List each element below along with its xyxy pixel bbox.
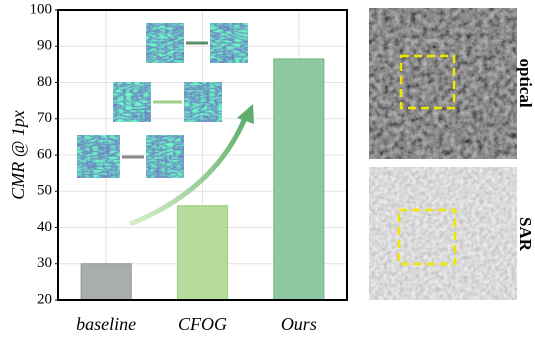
feature-map: [111, 80, 153, 124]
y-tick-label: 100: [30, 1, 53, 17]
bar: [273, 58, 325, 301]
plot-frame: [57, 9, 348, 301]
x-tick-label: CFOG: [178, 314, 227, 334]
feature-insets: [75, 21, 254, 227]
feature-map: [182, 80, 224, 124]
plot-area: 20 30 40 50 60 70 80 90 100 baseline CFOG Ours: [30, 1, 348, 334]
y-tick-label: 70: [37, 110, 52, 126]
trend-arrow: [129, 117, 248, 227]
optical-image: [369, 8, 517, 159]
image-label: optical: [516, 58, 535, 107]
feature-map: [144, 133, 186, 180]
y-tick-label: 40: [37, 219, 52, 235]
sar-image: [369, 167, 517, 300]
image-label: SAR: [516, 217, 535, 252]
y-tick-label: 80: [37, 74, 52, 90]
y-tick-label: 60: [37, 146, 52, 162]
x-tick-label: baseline: [76, 314, 136, 334]
trend-arrowhead: [237, 104, 254, 124]
bar: [176, 205, 229, 301]
x-tick-label: Ours: [281, 314, 317, 334]
feature-map: [75, 133, 122, 180]
feature-map: [144, 21, 186, 65]
feature-map: [208, 21, 250, 65]
bar: [80, 263, 132, 301]
y-axis-label: CMR @ 1px: [8, 110, 28, 200]
highlight-box: [399, 54, 456, 110]
y-tick-label: 30: [37, 255, 52, 271]
y-tick-label: 90: [37, 38, 52, 54]
highlight-box: [397, 208, 457, 266]
y-tick-label: 20: [37, 291, 52, 307]
y-tick-label: 50: [37, 183, 52, 199]
